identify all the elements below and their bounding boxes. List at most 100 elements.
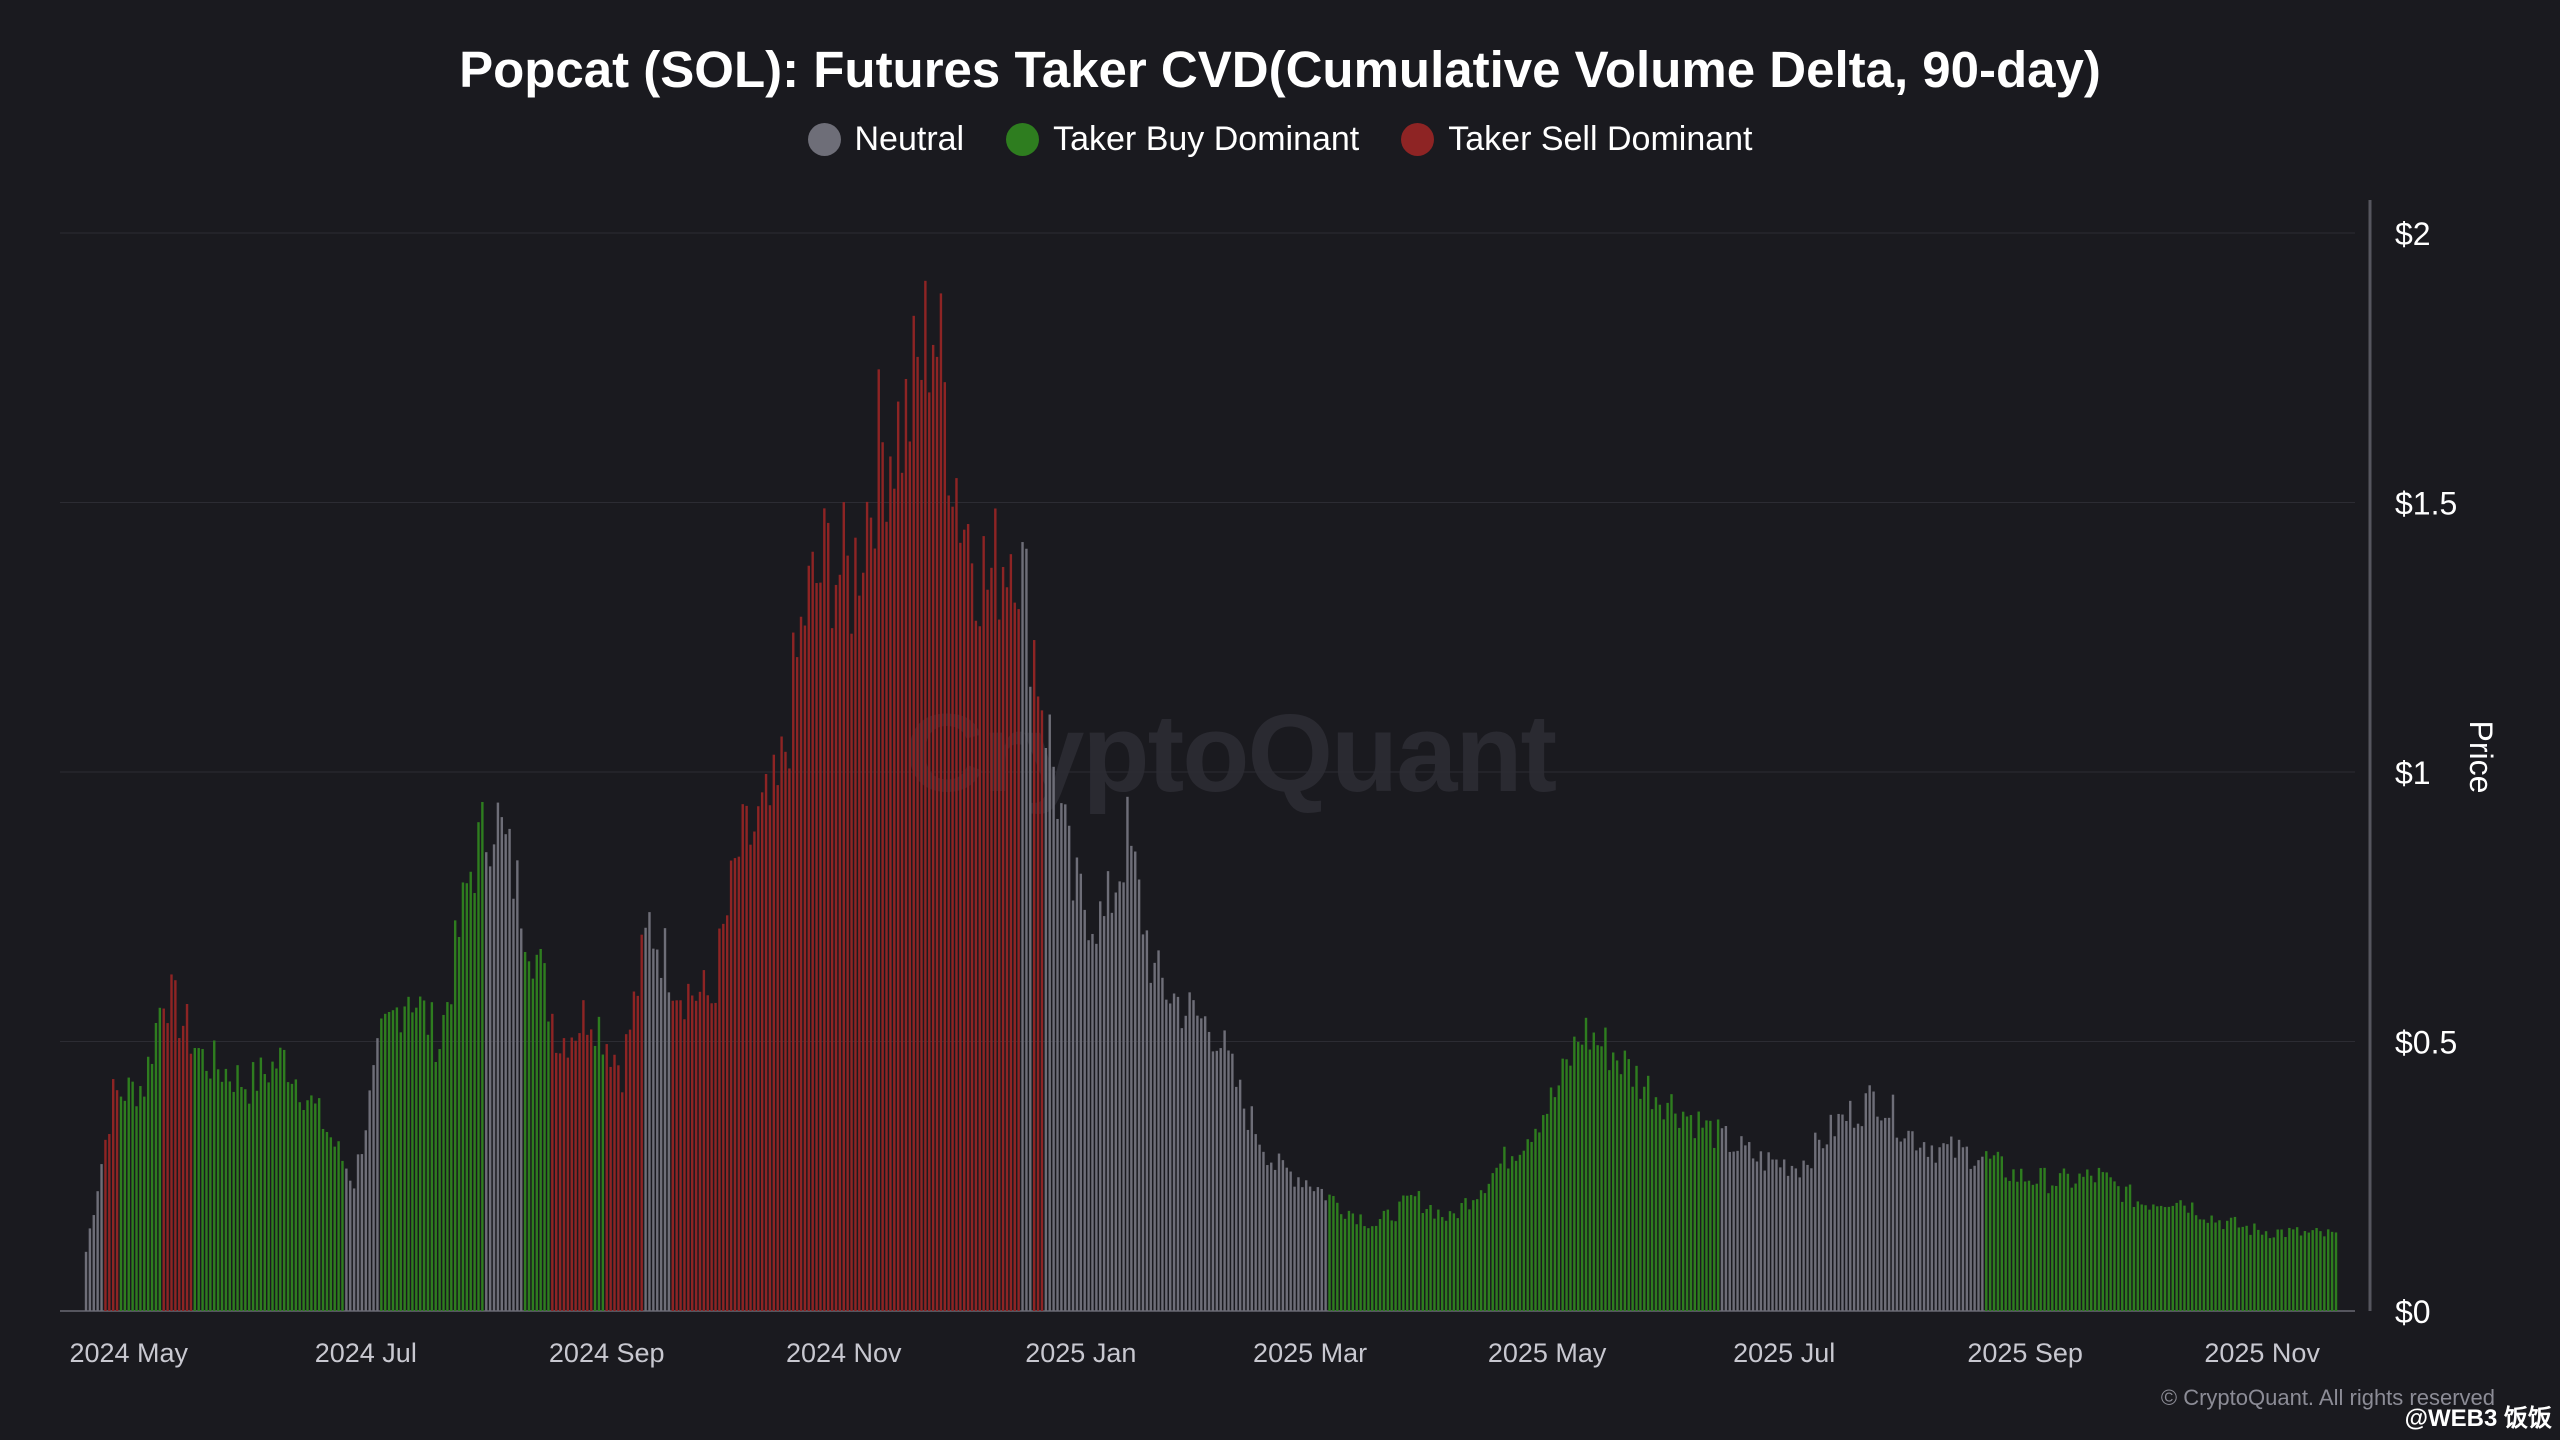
price-bar — [430, 1002, 434, 1311]
legend-dot-neutral — [807, 123, 841, 156]
price-bar — [1549, 1087, 1553, 1311]
price-bar — [1308, 1186, 1312, 1311]
price-bar — [2086, 1169, 2089, 1311]
price-bar — [1557, 1085, 1560, 1311]
price-bar — [457, 937, 461, 1311]
price-bar — [1596, 1045, 1599, 1311]
price-bar — [2303, 1231, 2307, 1311]
price-bar — [959, 542, 962, 1311]
price-bar — [166, 1023, 169, 1311]
price-bar — [1106, 871, 1110, 1311]
price-bar — [1662, 1119, 1665, 1311]
price-bar — [2295, 1227, 2299, 1311]
price-bar — [963, 529, 966, 1311]
price-bar — [461, 882, 465, 1311]
bar-series — [84, 280, 2338, 1312]
price-bar — [384, 1013, 387, 1311]
price-bar — [271, 1061, 274, 1311]
price-bar — [1215, 1050, 1219, 1311]
price-bar — [442, 1014, 445, 1311]
price-bar — [586, 1034, 589, 1311]
price-bar — [438, 1049, 441, 1311]
price-bar — [780, 736, 783, 1311]
price-bar — [1977, 1160, 1980, 1311]
price-bar — [2194, 1215, 2198, 1311]
price-bar — [1841, 1114, 1844, 1311]
price-bar — [2245, 1225, 2248, 1311]
price-bar — [547, 1021, 550, 1311]
price-bar — [900, 472, 904, 1311]
price-bar — [613, 1054, 616, 1311]
price-bar — [197, 1048, 200, 1311]
price-bar — [562, 1038, 566, 1311]
price-bar — [679, 1000, 682, 1311]
price-bar — [2253, 1223, 2256, 1311]
price-bar — [1491, 1173, 1494, 1311]
price-bar — [2276, 1229, 2279, 1311]
price-bar — [1716, 1119, 1720, 1311]
price-bar — [1134, 851, 1137, 1311]
price-bar — [2121, 1201, 2124, 1311]
price-bar — [380, 1018, 383, 1311]
price-bar — [1005, 587, 1009, 1311]
price-bar — [1495, 1167, 1498, 1311]
price-bar — [1172, 993, 1176, 1311]
price-bar — [1374, 1225, 1378, 1311]
price-bar — [349, 1180, 352, 1311]
price-bar — [1114, 892, 1117, 1311]
legend-item-sell[interactable]: Taker Sell Dominant — [1401, 120, 1753, 159]
price-bar — [970, 563, 974, 1311]
price-bar — [1751, 1158, 1755, 1311]
price-bar — [434, 1062, 437, 1311]
price-bar — [209, 1078, 212, 1311]
price-bar — [1250, 1106, 1254, 1311]
price-bar — [2004, 1177, 2007, 1311]
price-bar — [422, 1000, 426, 1311]
price-bar — [1207, 1031, 1211, 1311]
price-bar — [1837, 1113, 1840, 1311]
price-bar — [1141, 934, 1145, 1311]
price-bar — [2299, 1235, 2303, 1311]
price-bar — [2144, 1205, 2147, 1311]
price-bar — [1413, 1196, 1417, 1311]
price-bar — [146, 1056, 150, 1311]
price-bar — [2187, 1212, 2190, 1311]
legend-item-buy[interactable]: Taker Buy Dominant — [1006, 120, 1359, 159]
price-bar — [1429, 1205, 1432, 1311]
price-bar — [838, 574, 842, 1311]
price-bar — [465, 883, 469, 1311]
price-bar — [112, 1079, 115, 1311]
price-bar — [1328, 1194, 1331, 1311]
price-bar — [224, 1068, 228, 1311]
price-bar — [1417, 1191, 1421, 1311]
price-bar — [916, 356, 919, 1311]
price-bar — [1779, 1167, 1782, 1311]
price-bar — [477, 822, 480, 1311]
price-bar — [1499, 1163, 1502, 1311]
price-bar — [1829, 1114, 1833, 1311]
price-bar — [718, 928, 721, 1311]
price-bar — [527, 961, 531, 1311]
price-bar — [1165, 999, 1168, 1311]
legend-item-neutral[interactable]: Neutral — [807, 120, 964, 159]
price-bar — [2311, 1230, 2314, 1311]
price-bar — [1600, 1046, 1603, 1311]
price-bar — [131, 1081, 134, 1311]
price-bar — [1095, 943, 1098, 1311]
price-bar — [2159, 1205, 2163, 1311]
price-bar — [819, 582, 822, 1311]
price-bar — [1930, 1145, 1934, 1311]
price-bar — [2031, 1184, 2035, 1311]
price-bar — [92, 1215, 95, 1311]
price-bar — [1724, 1126, 1728, 1311]
price-bar — [605, 1044, 608, 1311]
price-bar — [928, 392, 931, 1311]
price-bar — [2078, 1173, 2081, 1311]
price-bar — [1254, 1134, 1257, 1311]
price-bar — [399, 1032, 402, 1311]
price-bar — [1658, 1104, 1662, 1311]
price-bar — [1926, 1156, 1930, 1311]
price-bar — [185, 1004, 189, 1311]
price-bar — [943, 382, 947, 1311]
